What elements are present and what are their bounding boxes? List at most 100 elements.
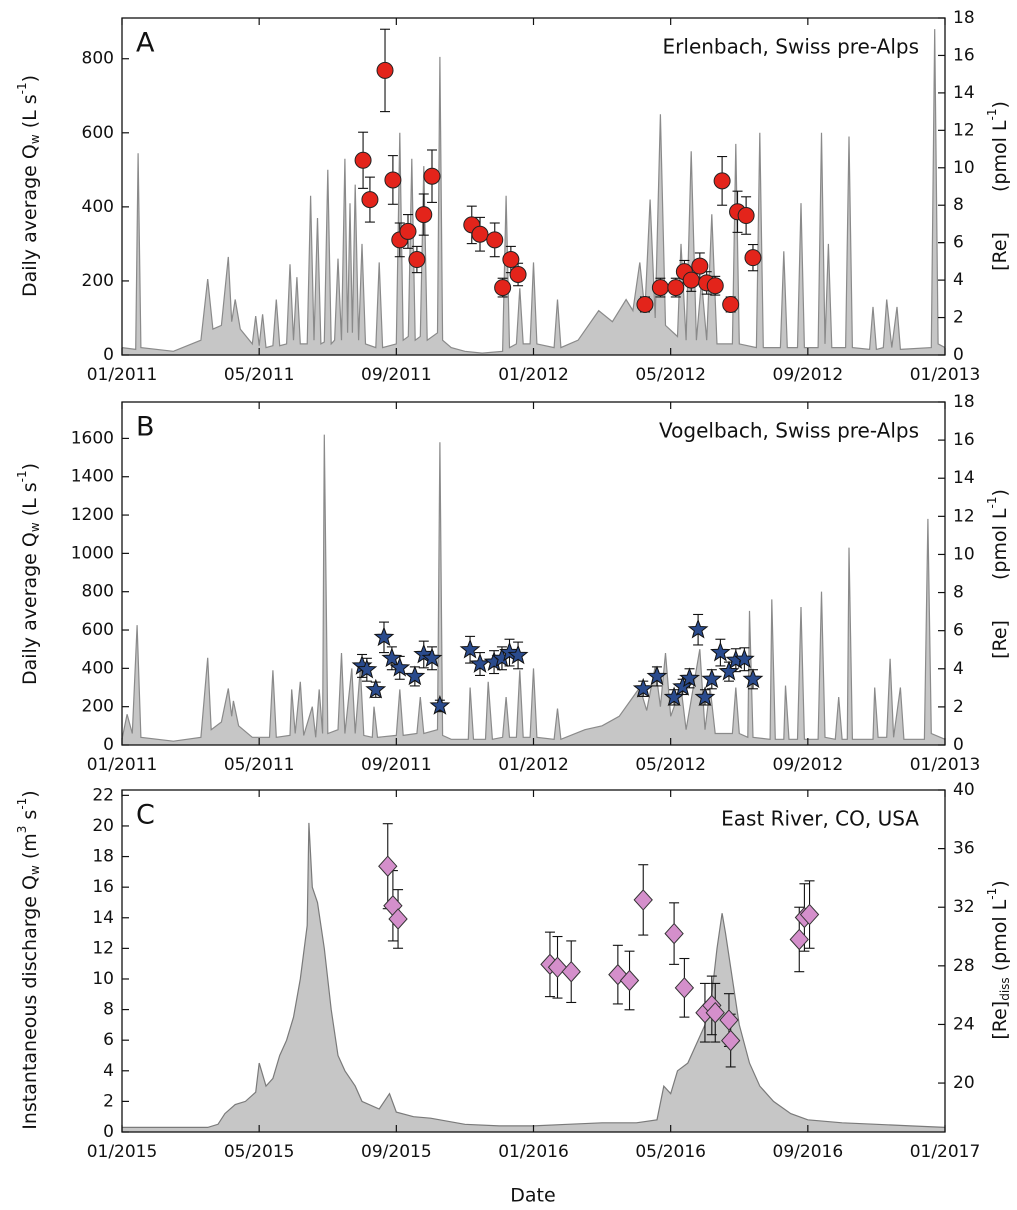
area-line	[122, 434, 945, 742]
y-tick-label: 200	[82, 697, 114, 717]
y-axis-title-part: w	[28, 134, 42, 144]
y-tick-label: 18	[92, 847, 114, 867]
data-point	[687, 618, 709, 639]
y2-tick-label: 24	[953, 1014, 975, 1034]
y-tick-label: 600	[82, 620, 114, 640]
y-tick-label: 22	[92, 785, 114, 805]
data-point	[694, 686, 716, 707]
y2-tick-label: 2	[953, 697, 964, 717]
y2-tick-label: 10	[953, 544, 975, 564]
area	[122, 29, 945, 355]
y-axis-title-part: -1	[15, 82, 29, 94]
y2-axis-title-part: (pmol L	[989, 508, 1011, 580]
x-tick-label: 01/2015	[87, 1142, 158, 1162]
y-tick-label: 800	[82, 49, 114, 69]
y-tick-label: 10	[92, 969, 114, 989]
y-tick-label: 1400	[71, 467, 114, 487]
y2-axis-title-part: )	[989, 489, 1011, 496]
x-tick-label: 09/2016	[773, 1142, 844, 1162]
y2-tick-label: 6	[953, 621, 964, 641]
y2-axis-title-part: (pmol L	[989, 899, 1011, 977]
x-tick-label: 01/2016	[498, 1142, 569, 1162]
data-point	[737, 207, 755, 225]
y-tick-label: 1600	[71, 428, 114, 448]
y-axis-title: Daily average Qw (L s-1)	[15, 463, 42, 685]
y-tick-label: 0	[103, 735, 114, 755]
y-tick-label: 16	[92, 877, 114, 897]
area	[122, 434, 945, 745]
data-point	[361, 191, 379, 209]
y-tick-label: 400	[82, 197, 114, 217]
data-point	[423, 167, 441, 185]
y2-axis-title-part: (pmol L	[989, 120, 1011, 192]
y-tick-label: 400	[82, 658, 114, 678]
data-point	[713, 172, 731, 190]
y2-tick-label: 16	[953, 45, 975, 65]
x-tick-label: 09/2011	[361, 365, 432, 385]
y-tick-label: 800	[82, 582, 114, 602]
data-point	[471, 225, 489, 243]
data-point	[502, 251, 520, 269]
y2-tick-label: 8	[953, 583, 964, 603]
y-axis-title-part: -1	[15, 798, 29, 810]
plot-frame	[121, 789, 946, 1133]
y-tick-label: 1000	[71, 543, 114, 563]
data-point	[734, 648, 755, 669]
y-tick-label: 0	[103, 345, 114, 365]
y-axis-title-part: w	[28, 865, 42, 875]
y-axis-title: Daily average Qw (L s-1)	[15, 75, 42, 297]
y2-tick-label: 14	[953, 468, 975, 488]
y2-tick-label: 36	[953, 839, 975, 859]
y-axis-title-part: w	[28, 522, 42, 532]
data-point	[799, 903, 820, 926]
data-point	[378, 855, 398, 877]
x-tick-label: 09/2015	[361, 1142, 432, 1162]
x-tick-label: 01/2017	[910, 1142, 981, 1162]
y-axis-title-part: Daily average Q	[19, 532, 41, 685]
y-tick-label: 4	[103, 1061, 114, 1081]
panel: 0 200 400 600 800 1000 1200 1400 1600 0 2 4 6 8 10 12 14…	[71, 392, 981, 775]
data-point	[376, 61, 394, 79]
x-tick-label: 09/2012	[773, 755, 844, 775]
y-axis-title-part: )	[19, 463, 41, 470]
x-tick-label: 01/2013	[910, 365, 981, 385]
area	[122, 822, 945, 1132]
x-tick-label: 05/2012	[635, 755, 706, 775]
y-tick-label: 14	[92, 908, 114, 928]
y-tick-label: 20	[92, 816, 114, 836]
data-point	[547, 956, 568, 979]
x-tick-label: 05/2011	[224, 365, 295, 385]
data-point	[691, 257, 709, 275]
y-axis-title-part: Daily average Q	[19, 144, 41, 297]
x-tick-label: 05/2011	[224, 755, 295, 775]
data-point	[646, 665, 668, 686]
y2-axis-title-part: -1	[985, 109, 999, 121]
data-point	[399, 222, 417, 240]
data-point	[356, 658, 378, 679]
y-axis-title-part: Instantaneous discharge Q	[19, 875, 41, 1130]
x-tick-label: 01/2013	[910, 755, 981, 775]
panel-label: A	[136, 28, 155, 59]
data-point	[507, 644, 529, 665]
y-tick-label: 600	[82, 123, 114, 143]
data-point	[682, 271, 700, 289]
area-line	[122, 822, 945, 1128]
x-tick-label: 01/2011	[87, 755, 158, 775]
y2-axis-title-part: [Re]	[989, 1001, 1011, 1040]
y2-axis-title-part: )	[989, 880, 1011, 887]
data-point	[389, 656, 411, 677]
data-point	[619, 969, 640, 992]
data-point	[706, 277, 724, 295]
y-tick-label: 1200	[71, 505, 114, 525]
data-point	[354, 151, 372, 169]
data-point	[722, 295, 740, 313]
y-tick-label: 12	[92, 938, 114, 958]
data-point	[381, 647, 403, 668]
data-point	[744, 249, 762, 267]
data-point	[421, 647, 443, 668]
data-point	[679, 667, 700, 688]
y2-tick-label: 4	[953, 659, 964, 679]
data-point	[667, 279, 685, 297]
